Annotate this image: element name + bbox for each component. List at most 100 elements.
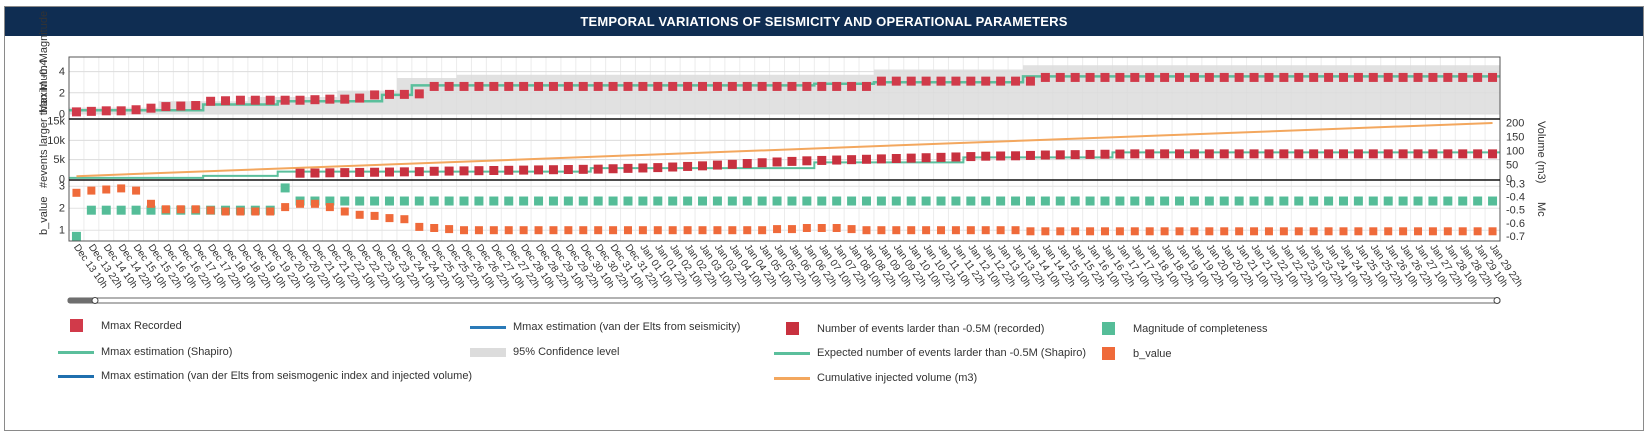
events-recorded-point bbox=[593, 164, 603, 174]
mmax-recorded-point bbox=[936, 76, 946, 86]
b-value-point bbox=[1145, 227, 1154, 236]
mc-point bbox=[534, 196, 544, 206]
mmax-recorded-point bbox=[71, 107, 81, 117]
events-recorded-point bbox=[891, 154, 901, 164]
events-recorded-point bbox=[668, 162, 678, 172]
legend-item-mc[interactable]: Magnitude of completeness bbox=[1090, 322, 1268, 335]
panel-b-value bbox=[71, 183, 1498, 241]
events-recorded-point bbox=[1025, 150, 1035, 160]
events-recorded-point bbox=[1085, 149, 1095, 159]
events-recorded-point bbox=[548, 165, 558, 175]
legend-item-shapiro[interactable]: Mmax estimation (Shapiro) bbox=[58, 346, 232, 358]
mmax-recorded-point bbox=[593, 81, 603, 91]
b-value-point bbox=[1250, 227, 1259, 236]
events-recorded-point bbox=[981, 151, 991, 161]
mmax-recorded-point bbox=[1413, 72, 1423, 82]
b-value-point bbox=[996, 226, 1005, 235]
mc-point bbox=[1055, 196, 1065, 206]
events-recorded-point bbox=[996, 151, 1006, 161]
mmax-recorded-point bbox=[1145, 72, 1155, 82]
y2-axis-title: Volume (m3) bbox=[1535, 121, 1547, 183]
mmax-recorded-point bbox=[1011, 76, 1021, 86]
events-recorded-point bbox=[1324, 149, 1334, 159]
b-value-point bbox=[474, 226, 483, 235]
events-recorded-point bbox=[370, 167, 380, 177]
mc-point bbox=[146, 205, 156, 215]
range-navigator[interactable] bbox=[67, 297, 1501, 304]
mc-point bbox=[340, 196, 350, 206]
events-recorded-point bbox=[712, 160, 722, 170]
mmax-recorded-point bbox=[206, 96, 216, 106]
b-value-point bbox=[1175, 227, 1184, 236]
navigator-handle-right[interactable] bbox=[1493, 297, 1501, 304]
mc-point bbox=[966, 196, 976, 206]
mc-point bbox=[951, 196, 961, 206]
mc-point bbox=[876, 196, 886, 206]
mc-point bbox=[653, 196, 663, 206]
legend-label: Number of events larder than -0.5M (reco… bbox=[817, 322, 1045, 335]
events-recorded-point bbox=[1100, 149, 1110, 159]
events-recorded-point bbox=[832, 155, 842, 165]
mmax-recorded-point bbox=[847, 81, 857, 91]
mc-point bbox=[1189, 196, 1199, 206]
legend-item-volume[interactable]: Cumulative injected volume (m3) bbox=[774, 372, 977, 384]
mc-point bbox=[1413, 196, 1423, 206]
b-value-point bbox=[1115, 227, 1124, 236]
mmax-recorded-point bbox=[310, 95, 320, 105]
events-recorded-point bbox=[1279, 149, 1289, 159]
mc-point bbox=[593, 196, 603, 206]
mmax-recorded-point bbox=[996, 76, 1006, 86]
legend-item-events-recorded[interactable]: Number of events larder than -0.5M (reco… bbox=[774, 322, 1044, 335]
events-recorded-point bbox=[1204, 149, 1214, 159]
mc-point bbox=[1040, 196, 1050, 206]
legend-item-vanderelts-index[interactable]: Mmax estimation (van der Elts from seism… bbox=[58, 370, 472, 382]
mc-point bbox=[1428, 196, 1438, 206]
navigator-handle-left[interactable] bbox=[91, 297, 99, 304]
events-recorded-point bbox=[951, 152, 961, 162]
mc-point bbox=[1368, 196, 1378, 206]
mmax-recorded-point bbox=[548, 81, 558, 91]
legend-swatch bbox=[58, 374, 94, 378]
mc-point bbox=[1294, 196, 1304, 206]
b-value-point bbox=[951, 226, 960, 235]
events-recorded-point bbox=[1249, 149, 1259, 159]
b-value-point bbox=[668, 226, 677, 235]
legend-swatch bbox=[774, 351, 810, 355]
b-value-point bbox=[966, 226, 975, 235]
y-tick-label: 10k bbox=[47, 135, 65, 147]
legend-label: Cumulative injected volume (m3) bbox=[817, 372, 978, 384]
navigator-track[interactable] bbox=[67, 297, 1501, 304]
mmax-recorded-point bbox=[1055, 72, 1065, 82]
b-value-point bbox=[1130, 227, 1139, 236]
mc-point bbox=[1488, 196, 1498, 206]
b-value-point bbox=[296, 199, 305, 208]
legend-item-mmax-recorded[interactable]: Mmax Recorded bbox=[58, 319, 182, 332]
mmax-recorded-point bbox=[384, 89, 394, 99]
legend-label: Mmax estimation (van der Elts from seism… bbox=[101, 370, 473, 382]
b-value-point bbox=[117, 184, 126, 193]
mmax-recorded-point bbox=[1234, 72, 1244, 82]
mmax-recorded-point bbox=[921, 76, 931, 86]
mmax-recorded-point bbox=[1189, 72, 1199, 82]
legend-item-b-value[interactable]: b_value bbox=[1090, 347, 1172, 360]
navigator-selection[interactable] bbox=[68, 298, 94, 303]
mc-point bbox=[1309, 196, 1319, 206]
mc-point bbox=[578, 196, 588, 206]
b-value-point bbox=[847, 225, 856, 234]
mmax-recorded-point bbox=[340, 94, 350, 104]
b-value-point bbox=[251, 207, 260, 216]
mmax-recorded-point bbox=[1264, 72, 1274, 82]
mmax-recorded-point bbox=[534, 81, 544, 91]
b-value-point bbox=[892, 226, 901, 235]
b-value-point bbox=[1443, 227, 1452, 236]
events-recorded-point bbox=[608, 164, 618, 174]
legend-item-vanderelts-seismicity[interactable]: Mmax estimation (van der Elts from seism… bbox=[470, 321, 740, 333]
mmax-recorded-point bbox=[906, 76, 916, 86]
events-recorded-point bbox=[787, 156, 797, 166]
mc-point bbox=[727, 196, 737, 206]
mmax-recorded-point bbox=[772, 81, 782, 91]
legend-item-confidence[interactable]: 95% Confidence level bbox=[470, 346, 619, 358]
events-recorded-point bbox=[1473, 149, 1483, 159]
legend-item-events-expected[interactable]: Expected number of events larder than -0… bbox=[774, 347, 1086, 359]
mc-point bbox=[832, 196, 842, 206]
